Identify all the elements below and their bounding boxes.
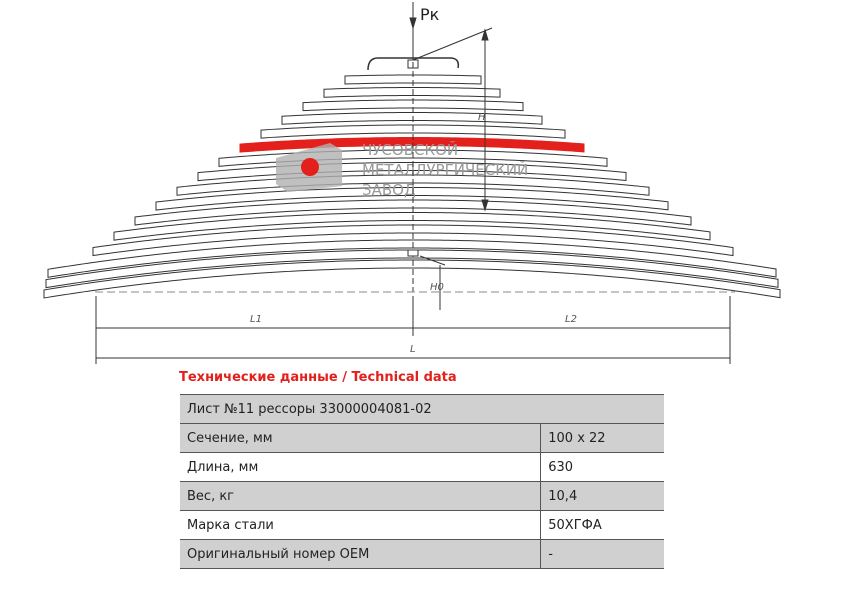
- label-cell: Оригинальный номер OEM: [180, 539, 541, 569]
- label-cell: Марка стали: [180, 510, 541, 540]
- leaf: [43, 259, 781, 299]
- leaf: [302, 99, 524, 112]
- table-row: Сечение, мм 100 x 22: [180, 423, 664, 453]
- leaf: [45, 249, 779, 289]
- leaf: [281, 111, 543, 125]
- value-cell: 10,4: [540, 481, 664, 511]
- l2-label: L2: [565, 314, 577, 325]
- table-title: Технические данные / Technical data: [179, 370, 457, 385]
- l1-label: L1: [250, 314, 262, 325]
- table-header: Лист №11 рессоры 33000004081-02: [180, 394, 664, 424]
- header-cell: Лист №11 рессоры 33000004081-02: [180, 394, 664, 424]
- watermark-line: МЕТАЛЛУРГИЧЕСКИЙ: [362, 160, 528, 179]
- leaf: [239, 136, 585, 153]
- dimensions: [95, 2, 735, 364]
- watermark-line: ЗАВОД: [362, 181, 416, 199]
- value-cell: 100 x 22: [540, 423, 664, 453]
- watermark-line: ЧУСОВСКОЙ: [362, 140, 458, 159]
- leaf: [134, 199, 692, 226]
- leaf: [344, 74, 482, 85]
- spring-drawing: ЧУСОВСКОЙ МЕТАЛЛУРГИЧЕСКИЙ ЗАВОД Pк H H0…: [43, 2, 781, 364]
- label-cell: Сечение, мм: [180, 423, 541, 453]
- leaf: [113, 211, 711, 241]
- leaf: [323, 87, 501, 98]
- label-cell: Вес, кг: [180, 481, 541, 511]
- table-row: Оригинальный номер OEM -: [180, 539, 664, 569]
- leaf: [92, 224, 734, 257]
- table-row: Вес, кг 10,4: [180, 481, 664, 511]
- table-row: Марка стали 50ХГФА: [180, 510, 664, 540]
- value-cell: 50ХГФА: [540, 510, 664, 540]
- label-cell: Длина, мм: [180, 452, 541, 482]
- leaf: [47, 239, 777, 278]
- logo: ЧУСОВСКОЙ МЕТАЛЛУРГИЧЕСКИЙ ЗАВОД: [276, 140, 528, 199]
- leaf: [155, 186, 669, 211]
- l-label: L: [410, 344, 416, 355]
- leaf: [260, 124, 566, 139]
- value-cell: 630: [540, 452, 664, 482]
- spec-table: Лист №11 рессоры 33000004081-02 Сечение,…: [180, 394, 664, 569]
- height-label: H: [478, 112, 486, 123]
- height0-label: H0: [430, 282, 444, 293]
- table-row: Длина, мм 630: [180, 452, 664, 482]
- value-cell: -: [540, 539, 664, 569]
- force-label: Pк: [420, 5, 440, 24]
